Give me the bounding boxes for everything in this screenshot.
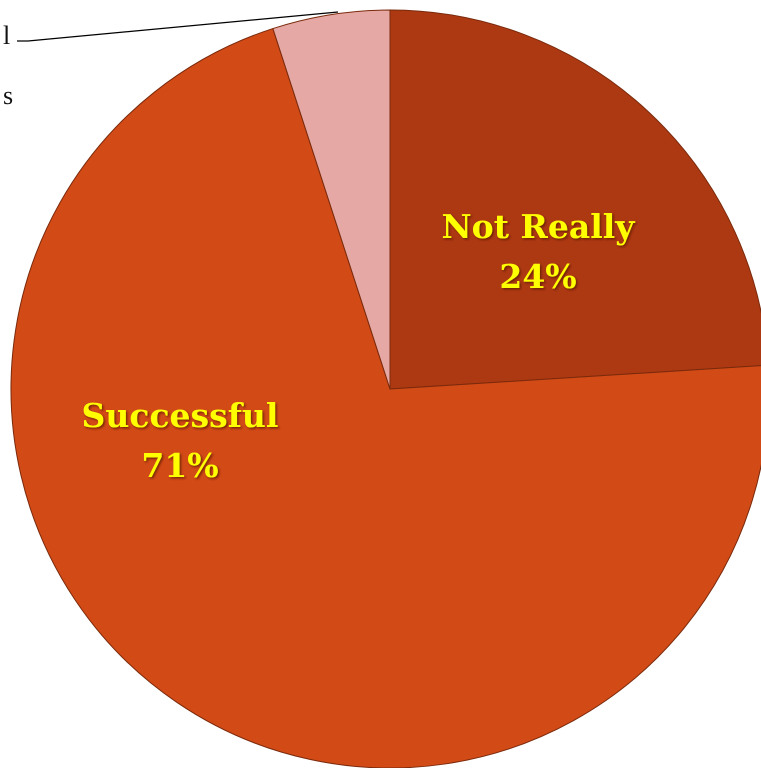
slice-percent-not-really: 24% [499,257,576,296]
leader-line-small-slice [17,11,339,42]
pie-slices [10,9,761,768]
clipped-label-line-1: l [3,21,10,50]
slice-percent-successful: 71% [141,446,218,485]
pie-slice-successful [10,27,761,768]
pie-slice-not-really [389,9,761,390]
pie-slice-unlabeled [272,9,391,390]
slice-labels: Not Really 24% Successful 71% [82,207,636,485]
clipped-label-line-2: s [3,81,13,110]
slice-label-successful: Successful [82,396,279,435]
clipped-labels: l s [3,21,13,110]
slice-label-not-really: Not Really [442,207,636,246]
leader-lines [17,11,339,42]
